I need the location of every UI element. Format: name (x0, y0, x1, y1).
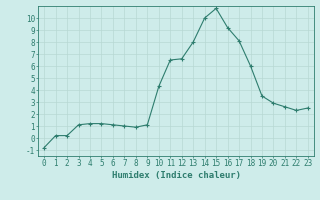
X-axis label: Humidex (Indice chaleur): Humidex (Indice chaleur) (111, 171, 241, 180)
